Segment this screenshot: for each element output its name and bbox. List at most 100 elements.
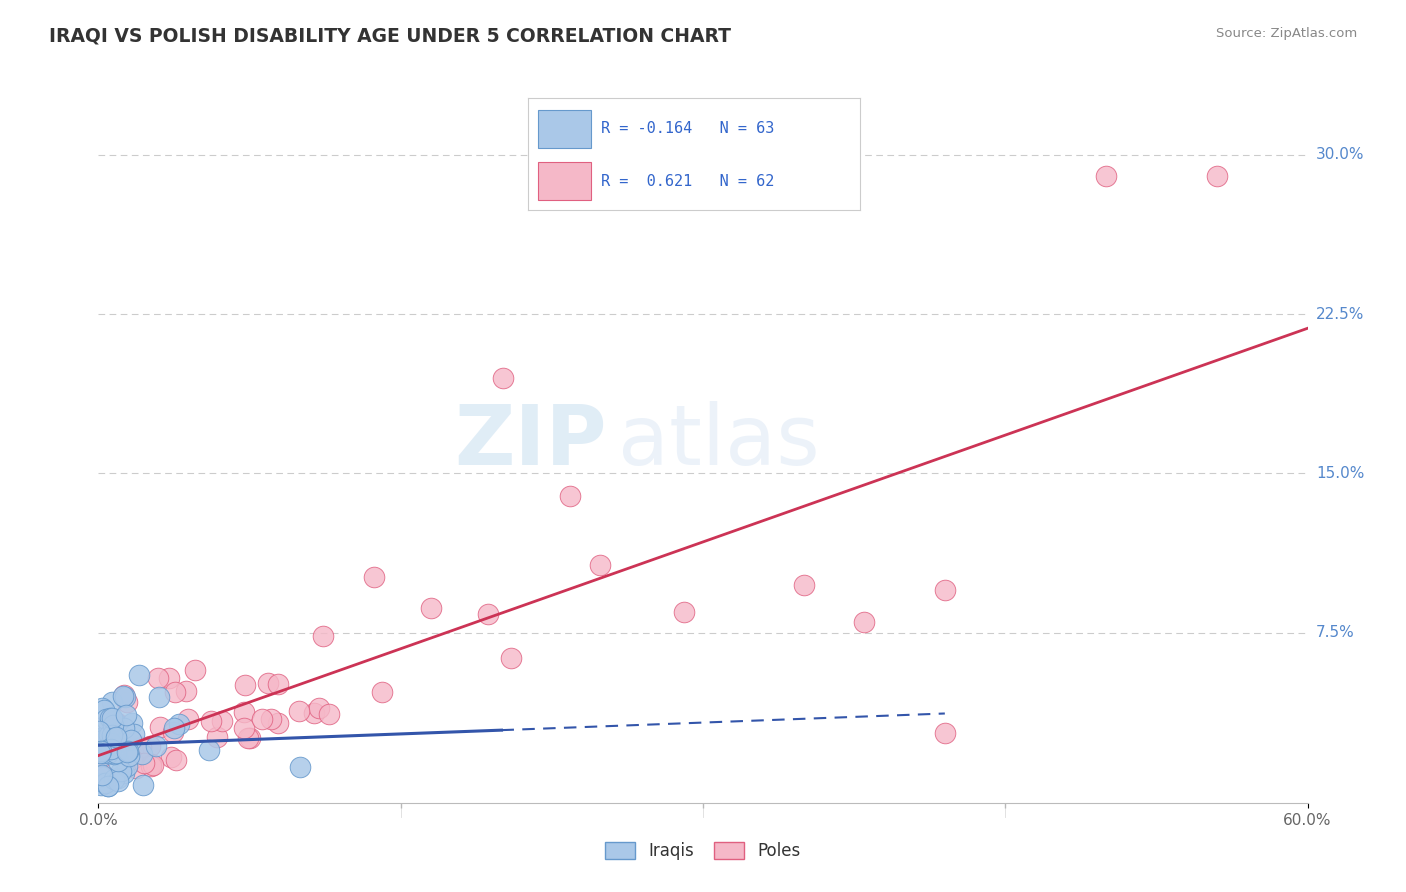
Point bbox=[105, 731, 128, 745]
Point bbox=[250, 712, 273, 726]
Point bbox=[198, 742, 221, 756]
Point bbox=[90, 731, 112, 745]
Point bbox=[174, 684, 197, 698]
Point bbox=[114, 690, 136, 704]
Point bbox=[105, 716, 128, 731]
Legend: Iraqis, Poles: Iraqis, Poles bbox=[599, 835, 807, 867]
Point bbox=[97, 779, 120, 793]
Point bbox=[91, 776, 114, 790]
Point bbox=[110, 764, 132, 778]
Point bbox=[107, 771, 129, 785]
Point bbox=[89, 745, 111, 759]
Point bbox=[93, 735, 115, 749]
Point bbox=[96, 746, 118, 760]
Point bbox=[121, 715, 143, 730]
Point bbox=[115, 695, 138, 709]
Point bbox=[499, 650, 522, 665]
Point bbox=[108, 725, 131, 739]
Point bbox=[934, 583, 956, 598]
Point bbox=[112, 688, 135, 702]
Text: IRAQI VS POLISH DISABILITY AGE UNDER 5 CORRELATION CHART: IRAQI VS POLISH DISABILITY AGE UNDER 5 C… bbox=[49, 27, 731, 45]
Point bbox=[132, 778, 155, 792]
Point bbox=[138, 739, 160, 753]
Point bbox=[98, 713, 121, 727]
Point bbox=[176, 712, 198, 726]
Point bbox=[308, 700, 330, 714]
Point bbox=[94, 776, 117, 790]
Point bbox=[97, 779, 120, 793]
Point bbox=[103, 747, 125, 762]
Point bbox=[115, 708, 138, 723]
Point bbox=[477, 607, 499, 621]
Point bbox=[236, 731, 259, 745]
Point bbox=[90, 778, 112, 792]
Point bbox=[101, 710, 124, 724]
Point bbox=[90, 769, 112, 783]
Point bbox=[120, 732, 142, 747]
Point bbox=[115, 746, 138, 760]
Point bbox=[200, 714, 222, 728]
Point bbox=[162, 725, 184, 739]
Point bbox=[117, 758, 139, 772]
Point bbox=[100, 696, 122, 710]
Point bbox=[100, 728, 122, 742]
Point bbox=[233, 705, 256, 719]
Text: 22.5%: 22.5% bbox=[1316, 307, 1364, 321]
Point bbox=[98, 721, 121, 735]
Point bbox=[94, 771, 117, 785]
Point bbox=[100, 742, 122, 756]
Point bbox=[103, 714, 125, 729]
Point bbox=[260, 712, 283, 726]
Point bbox=[103, 772, 125, 786]
Point bbox=[167, 717, 190, 731]
Point bbox=[89, 747, 111, 761]
Point bbox=[129, 739, 152, 754]
Point bbox=[853, 615, 876, 630]
Point bbox=[793, 578, 815, 592]
Text: Source: ZipAtlas.com: Source: ZipAtlas.com bbox=[1216, 27, 1357, 40]
Point bbox=[371, 685, 394, 699]
Point bbox=[112, 722, 135, 736]
Point bbox=[142, 758, 165, 772]
Point bbox=[184, 663, 207, 677]
Point bbox=[145, 739, 167, 753]
Point bbox=[98, 711, 121, 725]
Point bbox=[267, 676, 290, 690]
Point bbox=[165, 753, 187, 767]
Point bbox=[419, 600, 441, 615]
Point bbox=[124, 761, 146, 775]
Point bbox=[163, 721, 186, 735]
Point bbox=[89, 734, 111, 748]
Point bbox=[233, 678, 256, 692]
Point bbox=[90, 748, 112, 763]
Point bbox=[93, 703, 115, 717]
Point bbox=[146, 671, 169, 685]
Point bbox=[211, 714, 233, 729]
Point bbox=[1206, 169, 1229, 183]
Point bbox=[122, 727, 145, 741]
Point bbox=[96, 712, 118, 726]
Point bbox=[107, 754, 129, 768]
Point bbox=[1095, 169, 1118, 183]
Point bbox=[98, 734, 121, 748]
Point bbox=[256, 676, 278, 690]
Point bbox=[97, 737, 120, 751]
Point bbox=[132, 756, 155, 770]
Point bbox=[100, 736, 122, 750]
Point bbox=[165, 685, 187, 699]
Point bbox=[363, 570, 385, 584]
Point bbox=[108, 739, 131, 754]
Point bbox=[89, 724, 111, 739]
Text: atlas: atlas bbox=[619, 401, 820, 482]
Point bbox=[288, 704, 311, 718]
Point bbox=[159, 749, 181, 764]
Point bbox=[149, 721, 172, 735]
Point bbox=[111, 689, 134, 703]
Point bbox=[302, 706, 325, 721]
Text: 15.0%: 15.0% bbox=[1316, 466, 1364, 481]
Point bbox=[90, 744, 112, 758]
Point bbox=[104, 741, 127, 756]
Point bbox=[91, 746, 114, 760]
Point bbox=[239, 731, 262, 745]
Point bbox=[128, 668, 150, 682]
